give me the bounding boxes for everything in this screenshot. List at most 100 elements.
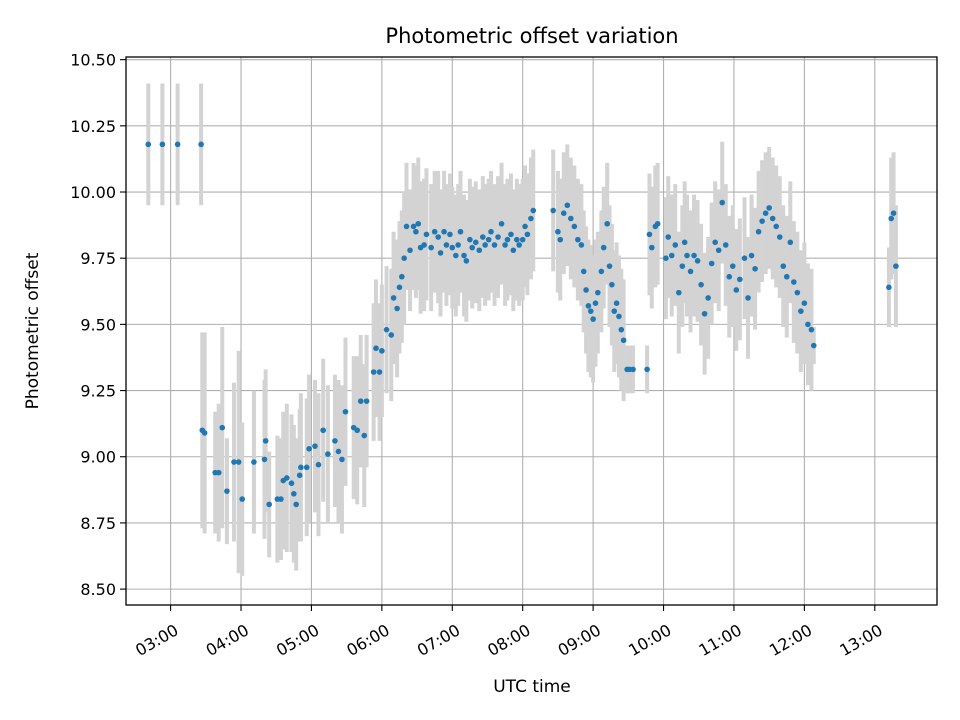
data-point [672, 242, 679, 248]
data-point [794, 289, 801, 296]
data-point [291, 491, 297, 497]
y-tick-label: 9.50 [80, 315, 116, 334]
data-point [519, 236, 526, 243]
data-point [219, 424, 226, 431]
data-point [604, 220, 611, 227]
data-point [461, 252, 467, 259]
data-point [469, 244, 476, 251]
data-point [580, 268, 587, 275]
data-point [687, 268, 694, 275]
data-point [383, 326, 390, 333]
data-point [485, 236, 492, 243]
data-point [668, 252, 675, 259]
data-point [705, 295, 711, 301]
data-point [801, 300, 808, 307]
data-point [488, 228, 494, 235]
data-point [550, 207, 557, 214]
data-point [719, 199, 726, 206]
data-point [435, 234, 441, 240]
data-point [708, 260, 715, 267]
data-point [379, 348, 385, 354]
data-point [701, 310, 708, 317]
data-point [890, 210, 897, 216]
data-point [620, 337, 627, 344]
data-point [370, 369, 377, 375]
data-point [741, 255, 748, 261]
data-point [679, 263, 686, 269]
y-tick-label: 10.00 [70, 183, 116, 202]
data-point [791, 279, 797, 285]
data-point [388, 332, 395, 338]
data-point [423, 231, 430, 238]
data-point [239, 496, 245, 502]
chart-title: Photometric offset variation [385, 24, 678, 48]
y-tick-label: 9.25 [80, 382, 116, 401]
data-point [452, 252, 459, 259]
data-point [457, 228, 464, 235]
data-point [145, 141, 152, 148]
data-point [773, 223, 780, 230]
data-point [298, 464, 304, 471]
data-point [335, 448, 342, 455]
data-point [585, 303, 592, 309]
data-point [296, 472, 303, 479]
data-point [698, 281, 704, 288]
data-point [587, 308, 594, 314]
data-point [691, 252, 697, 259]
data-points [145, 141, 899, 508]
data-point [654, 220, 661, 227]
data-point [394, 305, 400, 312]
data-point [455, 242, 461, 248]
data-point [320, 427, 326, 434]
data-point [354, 427, 361, 434]
data-point [528, 215, 534, 222]
data-point [748, 252, 755, 259]
data-point [159, 141, 166, 148]
data-point [514, 236, 520, 243]
data-point [712, 239, 718, 246]
data-point [174, 141, 181, 148]
data-point [564, 202, 571, 209]
data-point [342, 408, 349, 415]
data-point [431, 228, 438, 235]
data-point [649, 244, 655, 251]
y-tick-label: 10.25 [70, 117, 116, 136]
data-point [560, 210, 567, 216]
data-point [522, 223, 528, 230]
data-point [798, 308, 804, 314]
data-point [766, 205, 772, 211]
data-point [606, 263, 613, 269]
plot-area-frame [125, 56, 938, 606]
data-point [504, 236, 511, 243]
data-point [198, 141, 204, 148]
data-point [578, 242, 585, 248]
data-point [752, 265, 758, 272]
data-point [376, 369, 383, 375]
data-point [410, 223, 417, 230]
data-point [726, 273, 733, 280]
data-point [555, 228, 561, 235]
data-point [595, 289, 601, 296]
data-point [283, 475, 290, 481]
data-point [495, 234, 501, 240]
data-point [463, 258, 470, 264]
data-point [524, 231, 531, 238]
data-point [407, 247, 413, 254]
data-point [437, 250, 444, 256]
data-point [675, 289, 682, 296]
data-point [293, 501, 299, 508]
data-point [888, 215, 895, 222]
data-point [575, 236, 581, 243]
data-point [415, 220, 422, 227]
data-point [482, 242, 488, 248]
y-tick-label: 10.50 [70, 51, 116, 70]
data-point [325, 451, 331, 457]
data-point [510, 247, 517, 254]
data-point [476, 247, 483, 254]
data-point [312, 443, 318, 449]
data-point [215, 469, 222, 476]
data-point [428, 244, 434, 251]
data-point [315, 461, 322, 468]
data-point [598, 268, 605, 275]
